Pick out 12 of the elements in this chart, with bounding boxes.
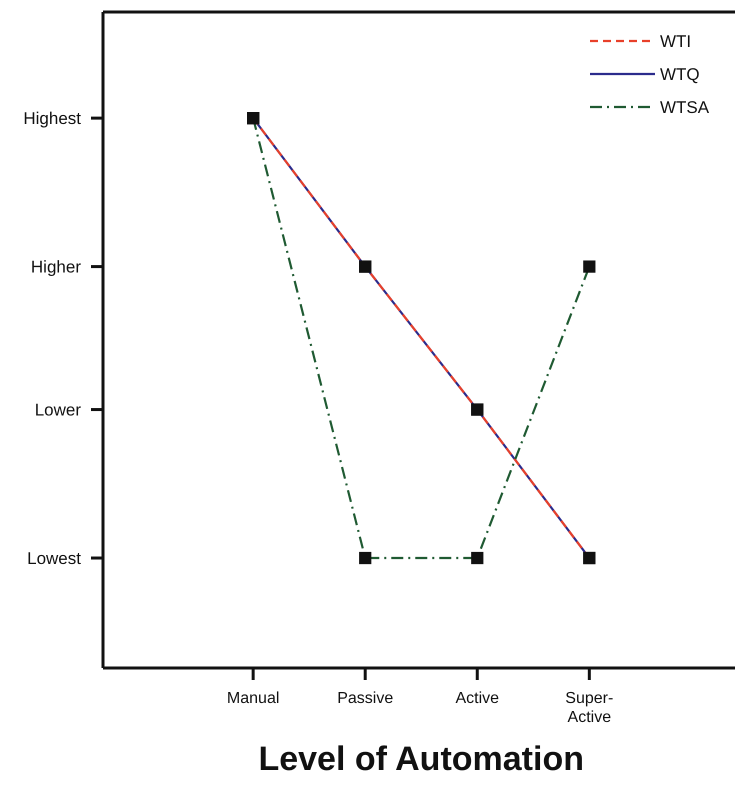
text: Higher	[30, 258, 82, 277]
legend-label: WTI	[660, 32, 692, 51]
x-axis-title: Level of Automation	[258, 740, 584, 778]
legend-label: WTSA	[660, 98, 710, 117]
x-tick-label: Manual	[226, 690, 280, 707]
text: Lowest	[27, 549, 82, 568]
legend-label: WTQ	[660, 65, 700, 84]
x-tick-label: Super-Active	[565, 690, 614, 726]
x-tick-label: Active	[455, 690, 500, 707]
text: Lower	[34, 400, 82, 420]
text: Highest	[23, 109, 82, 128]
x-tick-label: Passive	[337, 690, 394, 707]
